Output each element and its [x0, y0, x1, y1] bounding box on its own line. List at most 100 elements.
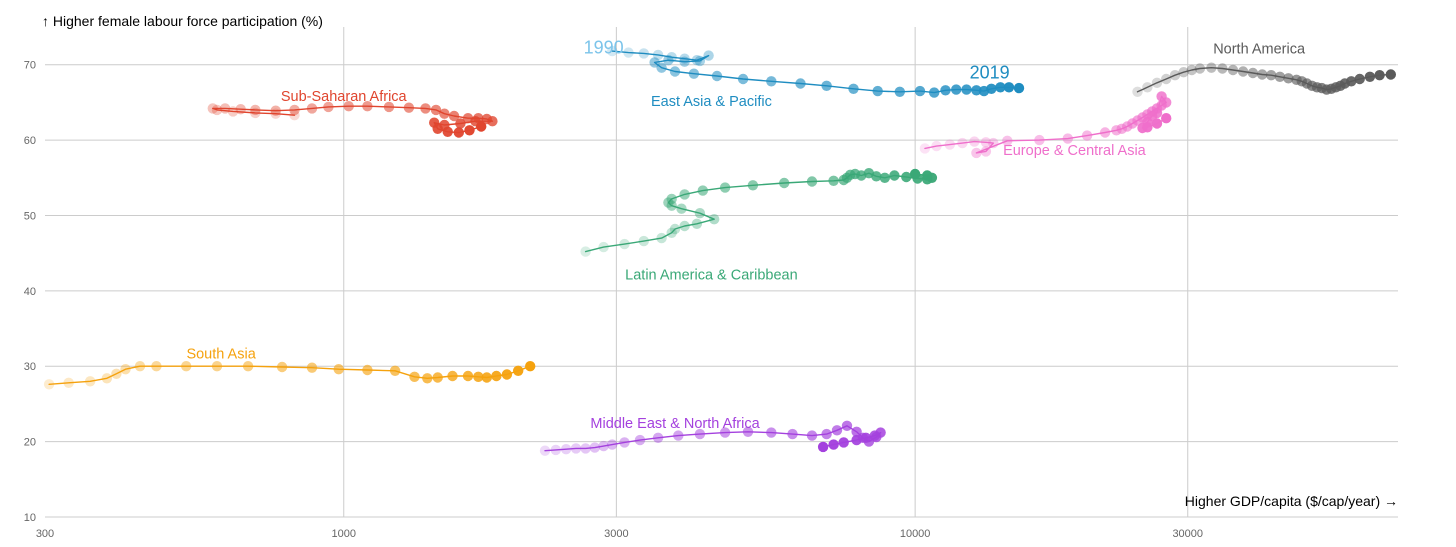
- data-point[interactable]: [988, 137, 999, 149]
- data-point[interactable]: [1169, 70, 1181, 81]
- data-point[interactable]: [101, 373, 113, 384]
- data-point[interactable]: [663, 55, 674, 66]
- data-point[interactable]: [439, 108, 450, 119]
- data-point[interactable]: [828, 439, 839, 450]
- data-point[interactable]: [420, 103, 431, 114]
- data-point[interactable]: [1003, 82, 1015, 93]
- data-point[interactable]: [453, 127, 464, 138]
- data-point[interactable]: [151, 361, 162, 372]
- data-point[interactable]: [1081, 130, 1093, 141]
- data-point[interactable]: [828, 175, 839, 186]
- data-point[interactable]: [766, 76, 777, 87]
- data-point[interactable]: [242, 361, 254, 372]
- data-point[interactable]: [980, 137, 992, 148]
- data-point[interactable]: [673, 430, 684, 441]
- data-point[interactable]: [951, 84, 962, 95]
- data-point[interactable]: [669, 66, 681, 77]
- data-point[interactable]: [1346, 76, 1357, 87]
- data-point[interactable]: [909, 168, 921, 180]
- data-point[interactable]: [1247, 67, 1259, 79]
- data-point[interactable]: [43, 379, 55, 390]
- data-point[interactable]: [980, 146, 992, 157]
- data-point[interactable]: [580, 246, 591, 257]
- data-point[interactable]: [270, 108, 281, 119]
- data-point[interactable]: [383, 101, 395, 113]
- data-point[interactable]: [250, 107, 261, 119]
- data-point[interactable]: [1132, 86, 1143, 98]
- data-point[interactable]: [719, 427, 731, 438]
- data-point[interactable]: [697, 185, 708, 196]
- data-point[interactable]: [969, 136, 980, 147]
- data-point[interactable]: [919, 143, 931, 154]
- data-point[interactable]: [872, 85, 883, 97]
- data-point[interactable]: [742, 426, 754, 437]
- data-point[interactable]: [85, 376, 96, 387]
- data-point[interactable]: [821, 428, 832, 440]
- data-point[interactable]: [901, 171, 912, 183]
- data-point[interactable]: [666, 52, 677, 63]
- data-point[interactable]: [688, 68, 700, 79]
- data-point[interactable]: [638, 48, 649, 59]
- data-point[interactable]: [679, 56, 690, 67]
- data-point[interactable]: [432, 372, 443, 383]
- data-point[interactable]: [679, 220, 690, 232]
- data-point[interactable]: [1385, 69, 1397, 80]
- data-point[interactable]: [703, 50, 714, 61]
- data-point[interactable]: [666, 193, 677, 205]
- data-point[interactable]: [747, 180, 759, 191]
- data-point[interactable]: [473, 371, 484, 382]
- data-point[interactable]: [931, 140, 942, 152]
- data-point[interactable]: [333, 364, 344, 375]
- data-point[interactable]: [525, 361, 536, 372]
- data-point[interactable]: [580, 443, 591, 454]
- data-point[interactable]: [1257, 69, 1268, 80]
- data-point[interactable]: [598, 241, 609, 253]
- data-point[interactable]: [694, 428, 706, 440]
- data-point[interactable]: [455, 118, 466, 129]
- data-point[interactable]: [634, 434, 646, 446]
- data-point[interactable]: [323, 101, 334, 113]
- data-point[interactable]: [656, 232, 667, 244]
- data-point[interactable]: [619, 238, 630, 250]
- data-point[interactable]: [276, 361, 288, 373]
- data-point[interactable]: [432, 123, 443, 134]
- data-point[interactable]: [795, 78, 806, 89]
- data-point[interactable]: [570, 443, 582, 454]
- data-point[interactable]: [270, 105, 281, 116]
- data-point[interactable]: [779, 177, 790, 189]
- data-point[interactable]: [1206, 62, 1217, 73]
- data-point[interactable]: [940, 85, 951, 96]
- data-point[interactable]: [589, 442, 600, 453]
- data-point[interactable]: [894, 86, 905, 98]
- data-point[interactable]: [362, 101, 373, 112]
- data-point[interactable]: [598, 440, 609, 452]
- data-point[interactable]: [1156, 91, 1167, 102]
- data-point[interactable]: [666, 227, 677, 238]
- data-point[interactable]: [227, 106, 239, 117]
- data-point[interactable]: [691, 55, 703, 66]
- data-point[interactable]: [851, 434, 862, 446]
- data-point[interactable]: [619, 437, 630, 448]
- data-point[interactable]: [1237, 66, 1249, 77]
- data-point[interactable]: [1151, 77, 1163, 89]
- data-point[interactable]: [1013, 82, 1025, 94]
- data-point[interactable]: [491, 370, 502, 382]
- data-point[interactable]: [676, 203, 687, 214]
- data-point[interactable]: [343, 101, 354, 112]
- data-point[interactable]: [181, 361, 192, 372]
- data-point[interactable]: [961, 84, 972, 95]
- data-point[interactable]: [848, 83, 859, 95]
- data-point[interactable]: [656, 62, 667, 73]
- data-point[interactable]: [719, 182, 731, 193]
- data-point[interactable]: [806, 430, 818, 441]
- data-point[interactable]: [1364, 71, 1376, 83]
- data-point[interactable]: [691, 218, 703, 229]
- data-point[interactable]: [623, 47, 634, 58]
- data-point[interactable]: [120, 364, 131, 375]
- data-point[interactable]: [211, 361, 223, 372]
- data-point[interactable]: [306, 103, 318, 114]
- data-point[interactable]: [134, 361, 146, 372]
- data-point[interactable]: [430, 104, 442, 116]
- data-point[interactable]: [1354, 73, 1365, 85]
- data-point[interactable]: [1142, 122, 1153, 133]
